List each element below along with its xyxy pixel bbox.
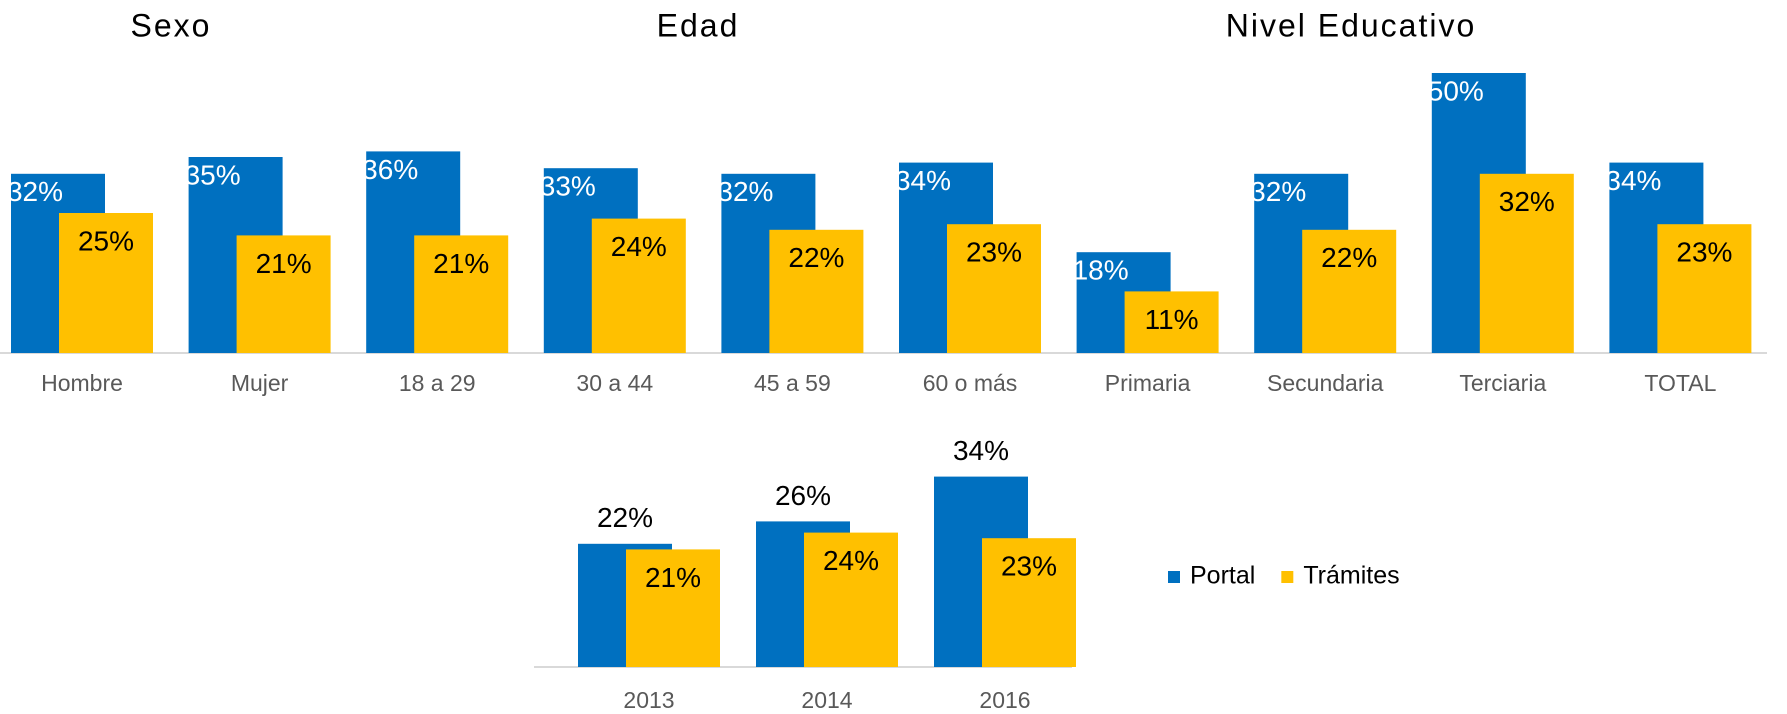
value-label: 11% xyxy=(1145,304,1199,335)
x-tick-label: TOTAL xyxy=(1644,370,1716,396)
x-tick-label: 2016 xyxy=(979,687,1030,713)
legend-label: Portal xyxy=(1190,562,1255,590)
value-label: 25% xyxy=(78,225,134,256)
value-label: 22% xyxy=(788,242,844,273)
value-label: 34% xyxy=(953,435,1009,466)
x-tick-label: Terciaria xyxy=(1459,370,1546,396)
bar xyxy=(626,549,720,667)
value-label: 23% xyxy=(1001,551,1057,582)
bar xyxy=(1479,173,1574,353)
bar xyxy=(59,213,153,353)
bar xyxy=(1124,291,1219,353)
value-label: 24% xyxy=(611,231,667,262)
value-label: 50% xyxy=(1428,75,1484,106)
value-label: 32% xyxy=(7,176,63,207)
value-label: 21% xyxy=(645,562,701,593)
bar xyxy=(769,229,864,353)
value-label: 33% xyxy=(540,171,596,202)
value-label: 36% xyxy=(362,154,418,185)
x-tick-label: Primaria xyxy=(1105,370,1191,396)
x-tick-label: 18 a 29 xyxy=(399,370,476,396)
value-label: 32% xyxy=(717,176,773,207)
value-label: 35% xyxy=(185,159,241,190)
bar xyxy=(1302,229,1397,353)
value-label: 21% xyxy=(433,248,489,279)
legend-swatch xyxy=(1168,571,1180,583)
bar xyxy=(591,218,686,353)
legend-label: Trámites xyxy=(1303,562,1399,590)
value-label: 23% xyxy=(1676,237,1732,268)
bar xyxy=(947,224,1041,353)
x-tick-label: 2013 xyxy=(623,687,674,713)
bar xyxy=(236,235,331,353)
value-label: 32% xyxy=(1250,176,1306,207)
value-label: 18% xyxy=(1073,255,1129,286)
x-tick-label: Mujer xyxy=(231,370,289,396)
value-label: 34% xyxy=(1605,165,1661,196)
section-title: Edad xyxy=(657,7,740,43)
value-label: 26% xyxy=(775,480,831,511)
x-tick-label: Hombre xyxy=(41,370,123,396)
x-tick-label: 45 a 59 xyxy=(754,370,831,396)
x-tick-label: 2014 xyxy=(801,687,852,713)
value-label: 22% xyxy=(1321,242,1377,273)
value-label: 23% xyxy=(966,237,1022,268)
bar xyxy=(1657,224,1752,353)
section-title: Sexo xyxy=(131,7,212,43)
value-label: 22% xyxy=(597,502,653,533)
bar xyxy=(804,532,898,667)
x-tick-label: 30 a 44 xyxy=(576,370,653,396)
bar xyxy=(414,235,509,353)
x-tick-label: Secundaria xyxy=(1267,370,1384,396)
value-label: 34% xyxy=(895,165,951,196)
value-label: 32% xyxy=(1499,186,1555,217)
bar xyxy=(982,538,1076,667)
legend-swatch xyxy=(1281,571,1294,583)
section-title: Nivel Educativo xyxy=(1226,7,1477,43)
value-label: 21% xyxy=(256,248,312,279)
x-tick-label: 60 o más xyxy=(923,370,1018,396)
value-label: 24% xyxy=(823,545,879,576)
